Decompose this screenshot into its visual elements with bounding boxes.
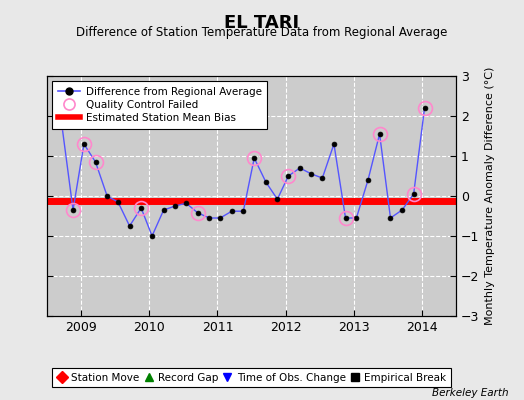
Legend: Difference from Regional Average, Quality Control Failed, Estimated Station Mean: Difference from Regional Average, Qualit… (52, 81, 267, 128)
Text: Berkeley Earth: Berkeley Earth (432, 388, 508, 398)
Text: Difference of Station Temperature Data from Regional Average: Difference of Station Temperature Data f… (77, 26, 447, 39)
Y-axis label: Monthly Temperature Anomaly Difference (°C): Monthly Temperature Anomaly Difference (… (485, 67, 495, 325)
Text: EL TARI: EL TARI (224, 14, 300, 32)
Legend: Station Move, Record Gap, Time of Obs. Change, Empirical Break: Station Move, Record Gap, Time of Obs. C… (52, 368, 451, 387)
